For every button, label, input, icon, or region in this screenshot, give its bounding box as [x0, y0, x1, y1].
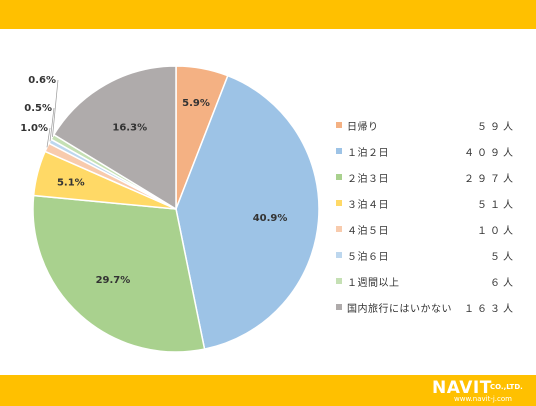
logo-suffix: CO.,LTD.: [490, 383, 523, 391]
pie-slices: [32, 65, 320, 353]
legend-label: ３泊４日: [347, 200, 389, 211]
legend-count: ５人: [490, 252, 516, 263]
pie-data-labels: 5.9% 40.9% 29.7% 5.1% 1.0% 0.5% 0.6% 16.3%: [20, 75, 287, 286]
legend-label: ４泊５日: [347, 226, 389, 237]
pie-slice: [175, 74, 320, 351]
legend-item: 国内旅行にはいかない １６３人: [336, 299, 516, 325]
legend-item: １泊２日 ４０９人: [336, 143, 516, 169]
legend-count: １６３人: [464, 304, 516, 315]
legend-item: ５泊６日 ５人: [336, 247, 516, 273]
pie-data-label: 1.0%: [20, 123, 48, 134]
chart-legend: 日帰り ５９人 １泊２日 ４０９人 ２泊３日 ２９７人 ３泊４日 ５１人 ４泊５日 １０人 ５泊６日…: [336, 117, 516, 325]
logo-url: www.navit-j.com: [454, 395, 512, 403]
legend-item: ４泊５日 １０人: [336, 221, 516, 247]
pie-leader-lines: [46, 79, 59, 148]
pie-leader-line: [52, 79, 59, 138]
legend-swatch: [336, 174, 342, 180]
legend-swatch: [336, 226, 342, 232]
pie-data-label: 40.9%: [253, 213, 288, 224]
header-band: [0, 0, 536, 29]
pie-chart: 5.9% 40.9% 29.7% 5.1% 1.0% 0.5% 0.6% 16.3%: [20, 65, 320, 353]
pie-data-label: 0.5%: [24, 103, 52, 114]
pie-data-label: 5.9%: [182, 98, 210, 109]
legend-count: １０人: [477, 226, 516, 237]
legend-swatch: [336, 304, 342, 310]
legend-label: 日帰り: [347, 122, 379, 133]
legend-label: 国内旅行にはいかない: [347, 304, 452, 315]
footer-band: [0, 375, 536, 406]
pie-slice: [32, 194, 206, 353]
legend-swatch: [336, 252, 342, 258]
legend-count: ５１人: [477, 200, 516, 211]
pie-leader-line: [46, 127, 51, 148]
legend-item: １週間以上 ６人: [336, 273, 516, 299]
legend-label: １泊２日: [347, 148, 389, 159]
legend-count: ２９７人: [464, 174, 516, 185]
pie-data-label: 16.3%: [112, 123, 147, 134]
legend-label: ２泊３日: [347, 174, 389, 185]
legend-swatch: [336, 278, 342, 284]
legend-count: ４０９人: [464, 148, 516, 159]
legend-item: ３泊４日 ５１人: [336, 195, 516, 221]
legend-swatch: [336, 148, 342, 154]
legend-label: １週間以上: [347, 278, 400, 289]
legend-swatch: [336, 122, 342, 128]
legend-label: ５泊６日: [347, 252, 389, 263]
legend-swatch: [336, 200, 342, 206]
legend-count: ５９人: [477, 122, 516, 133]
pie-data-label: 0.6%: [28, 75, 56, 86]
company-logo: NAVIT CO.,LTD. www.navit-j.com: [432, 378, 530, 404]
pie-leader-line: [49, 107, 55, 142]
pie-data-label: 5.1%: [57, 178, 85, 189]
logo-brand: NAVIT: [432, 378, 492, 398]
legend-item: ２泊３日 ２９７人: [336, 169, 516, 195]
pie-data-label: 29.7%: [96, 275, 131, 286]
legend-count: ６人: [490, 278, 516, 289]
pie-slice: [52, 65, 177, 211]
legend-item: 日帰り ５９人: [336, 117, 516, 143]
